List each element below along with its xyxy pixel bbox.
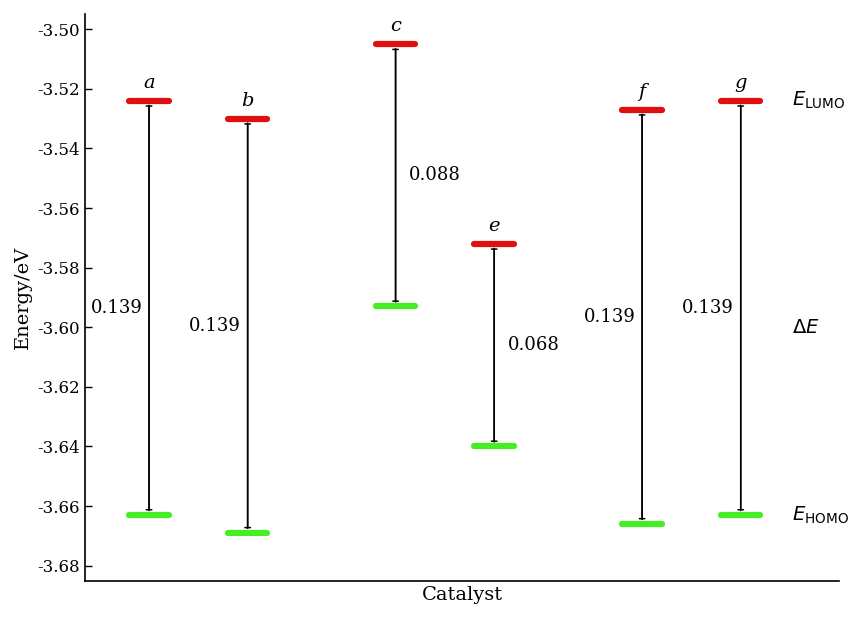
Text: $E_{\mathrm{HOMO}}$: $E_{\mathrm{HOMO}}$	[792, 504, 849, 526]
Text: $E_{\mathrm{LUMO}}$: $E_{\mathrm{LUMO}}$	[792, 90, 845, 111]
Text: $\Delta E$: $\Delta E$	[792, 318, 819, 337]
Text: 0.088: 0.088	[409, 166, 461, 184]
Text: b: b	[241, 91, 254, 110]
Text: 0.139: 0.139	[583, 308, 635, 326]
Text: a: a	[143, 74, 155, 92]
Text: 0.139: 0.139	[189, 317, 241, 335]
Text: 0.139: 0.139	[90, 299, 142, 317]
Text: 0.068: 0.068	[508, 336, 560, 354]
Y-axis label: Energy/eV: Energy/eV	[14, 246, 32, 349]
X-axis label: Catalyst: Catalyst	[422, 586, 503, 604]
Text: 0.139: 0.139	[682, 299, 734, 317]
Text: g: g	[734, 74, 747, 92]
Text: e: e	[489, 217, 500, 235]
Text: c: c	[390, 17, 401, 35]
Text: f: f	[639, 83, 646, 101]
